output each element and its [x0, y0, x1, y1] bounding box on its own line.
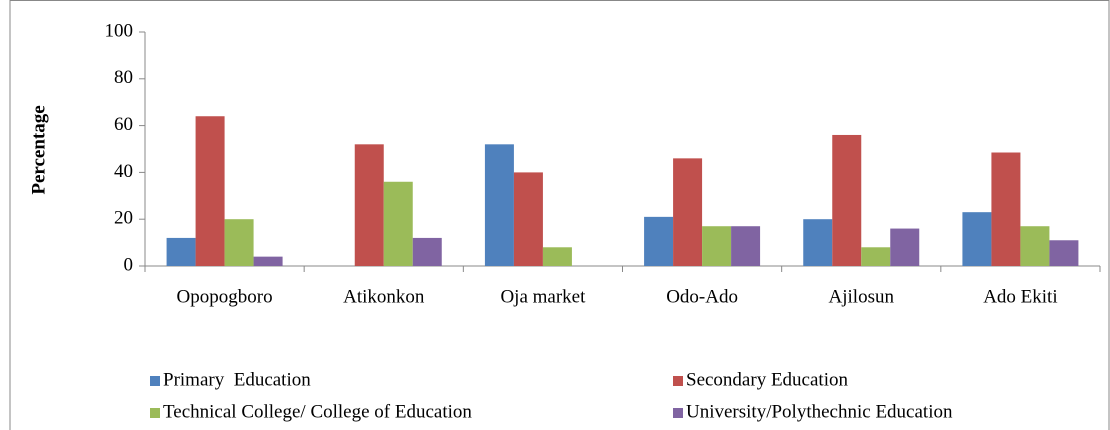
- y-tick-label: 80: [114, 67, 133, 88]
- y-tick-label: 0: [124, 254, 134, 275]
- legend-label: Primary Education: [163, 369, 311, 390]
- bar: [484, 144, 514, 266]
- y-tick-label: 100: [105, 20, 134, 41]
- x-tick-label: Odo-Ado: [666, 286, 738, 307]
- bar: [224, 219, 254, 266]
- x-tick-label: Opopogboro: [177, 286, 273, 307]
- y-axis-label: Percentage: [28, 105, 49, 194]
- legend-swatch: [150, 376, 160, 386]
- legend-swatch: [673, 376, 683, 386]
- legend-swatch: [673, 408, 683, 418]
- x-tick-label: Oja market: [500, 286, 586, 307]
- bar: [861, 247, 891, 266]
- chart-frame: [9, 0, 1110, 430]
- y-tick-label: 40: [114, 161, 133, 182]
- bar: [803, 219, 833, 266]
- legend-label: University/Polythechnic Education: [686, 401, 953, 422]
- bar: [1020, 226, 1050, 266]
- bar: [731, 226, 761, 266]
- legend-label: Technical College/ College of Education: [163, 401, 472, 422]
- bar: [166, 237, 196, 266]
- bar: [890, 228, 920, 266]
- bar: [962, 212, 992, 266]
- x-tick-label: Ajilosun: [829, 286, 895, 307]
- bar: [412, 237, 442, 266]
- legend-swatch: [150, 408, 160, 418]
- x-tick-label: Atikonkon: [343, 286, 425, 307]
- bar: [383, 181, 413, 266]
- bar: [513, 172, 543, 266]
- bar: [644, 216, 674, 266]
- bar: [702, 226, 732, 266]
- bar: [253, 256, 283, 266]
- legend-label: Secondary Education: [686, 369, 848, 390]
- y-tick-label: 60: [114, 114, 133, 135]
- bar: [542, 247, 572, 266]
- bar: [832, 134, 862, 266]
- bar: [195, 116, 225, 267]
- bar: [991, 152, 1021, 266]
- bar: [1049, 240, 1079, 266]
- bar: [354, 144, 384, 266]
- y-tick-label: 20: [114, 208, 133, 229]
- x-tick-label: Ado Ekiti: [983, 286, 1057, 307]
- bar: [673, 158, 703, 266]
